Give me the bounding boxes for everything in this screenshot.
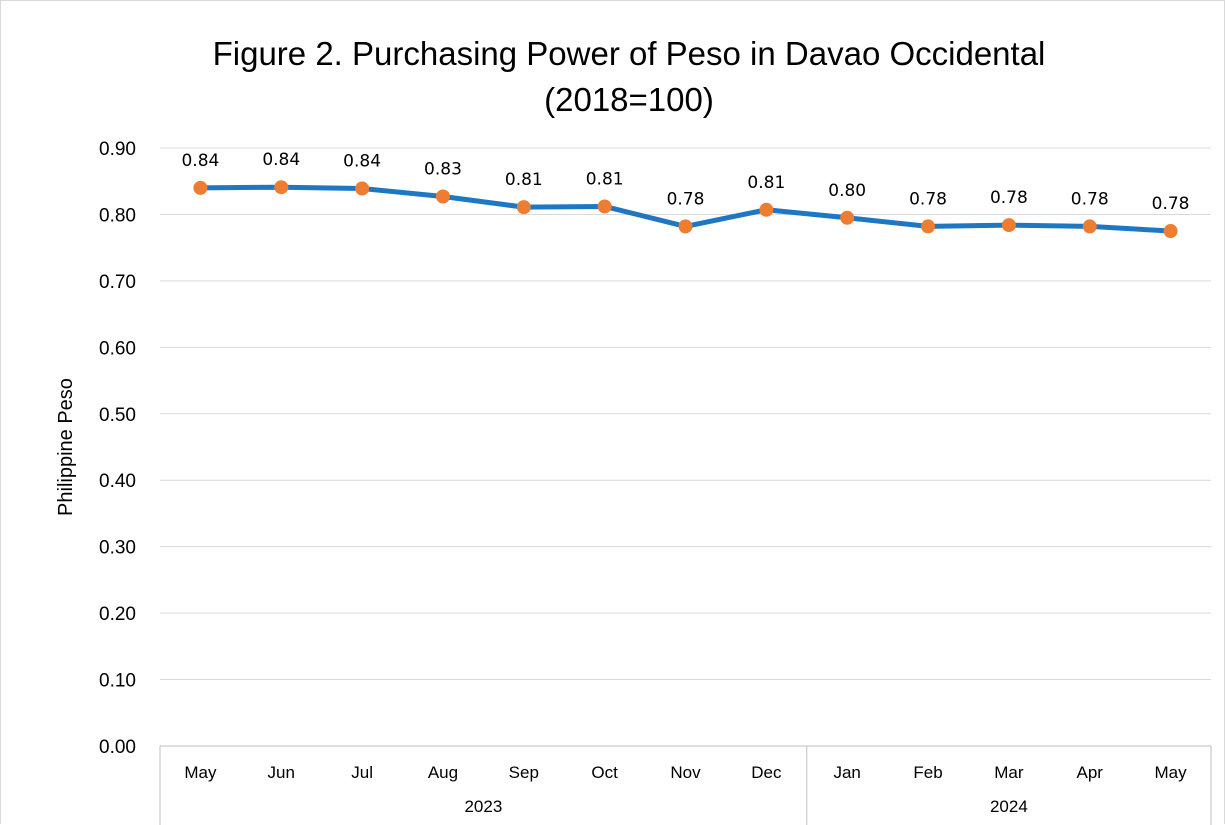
- x-tick-label: Dec: [751, 763, 782, 782]
- x-tick-label: May: [184, 763, 217, 782]
- data-value-label: 0.84: [262, 150, 300, 170]
- data-point-marker: [597, 199, 612, 214]
- series-markers: [193, 180, 1178, 239]
- y-tick-label: 0.80: [99, 205, 136, 226]
- y-axis-label: Philippine Peso: [55, 378, 77, 516]
- chart-title-line-1: Figure 2. Purchasing Power of Peso in Da…: [213, 35, 1046, 72]
- data-value-label: 0.81: [747, 173, 785, 193]
- gridlines: [160, 147, 1211, 681]
- y-tick-label: 0.00: [99, 737, 136, 758]
- data-point-marker: [1163, 224, 1178, 239]
- y-tick-label: 0.90: [99, 139, 136, 160]
- x-tick-label: Apr: [1076, 763, 1103, 782]
- data-labels: 0.84 0.84 0.84 0.83 0.81 0.81 0.78 0.81 0.80 0.78…: [181, 150, 1189, 214]
- data-point-marker: [435, 189, 450, 204]
- data-value-label: 0.84: [343, 152, 381, 172]
- x-tick-label: Jul: [351, 763, 373, 782]
- x-tick-label: Feb: [913, 763, 942, 782]
- data-value-label: 0.78: [667, 189, 705, 209]
- x-tick-label: Jan: [833, 763, 860, 782]
- x-group-label: 2024: [990, 797, 1028, 816]
- data-point-marker: [274, 180, 289, 195]
- data-point-marker: [1001, 218, 1016, 233]
- chart-title-line-2: (2018=100): [544, 81, 714, 118]
- y-tick-label: 0.50: [99, 405, 136, 426]
- data-value-label: 0.83: [424, 160, 462, 180]
- data-value-label: 0.80: [828, 181, 866, 201]
- data-point-marker: [516, 200, 531, 215]
- data-value-label: 0.78: [1071, 189, 1109, 209]
- data-value-label: 0.84: [181, 151, 219, 171]
- x-tick-label: Jun: [268, 763, 295, 782]
- data-value-label: 0.81: [586, 169, 624, 189]
- x-tick-label: Oct: [591, 763, 618, 782]
- chart-title: Figure 2. Purchasing Power of Peso in Da…: [213, 35, 1046, 118]
- x-tick-label: Sep: [509, 763, 539, 782]
- data-point-marker: [1082, 219, 1097, 234]
- y-axis-ticks: 0.00 0.10 0.20 0.30 0.40 0.50 0.60 0.70 0.80 0.90: [99, 139, 136, 758]
- y-tick-label: 0.40: [99, 471, 136, 492]
- x-tick-label: Aug: [428, 763, 458, 782]
- data-point-marker: [678, 219, 693, 234]
- x-tick-label: Nov: [670, 763, 701, 782]
- y-tick-label: 0.60: [99, 338, 136, 359]
- x-axis: May Jun Jul Aug Sep Oct Nov Dec Jan Feb Mar Apr May 2…: [159, 745, 1212, 825]
- y-tick-label: 0.70: [99, 272, 136, 293]
- data-point-marker: [193, 180, 208, 195]
- x-group-label: 2023: [464, 797, 502, 816]
- y-tick-label: 0.20: [99, 604, 136, 625]
- x-tick-label: Mar: [994, 763, 1024, 782]
- data-value-label: 0.78: [990, 188, 1028, 208]
- data-point-marker: [840, 210, 855, 225]
- data-point-marker: [759, 202, 774, 217]
- x-tick-label: May: [1155, 763, 1188, 782]
- data-point-marker: [921, 219, 936, 234]
- data-value-label: 0.81: [505, 170, 543, 190]
- data-value-label: 0.78: [1152, 194, 1190, 214]
- data-point-marker: [355, 181, 370, 196]
- y-tick-label: 0.10: [99, 671, 136, 692]
- y-tick-label: 0.30: [99, 538, 136, 559]
- data-value-label: 0.78: [909, 189, 947, 209]
